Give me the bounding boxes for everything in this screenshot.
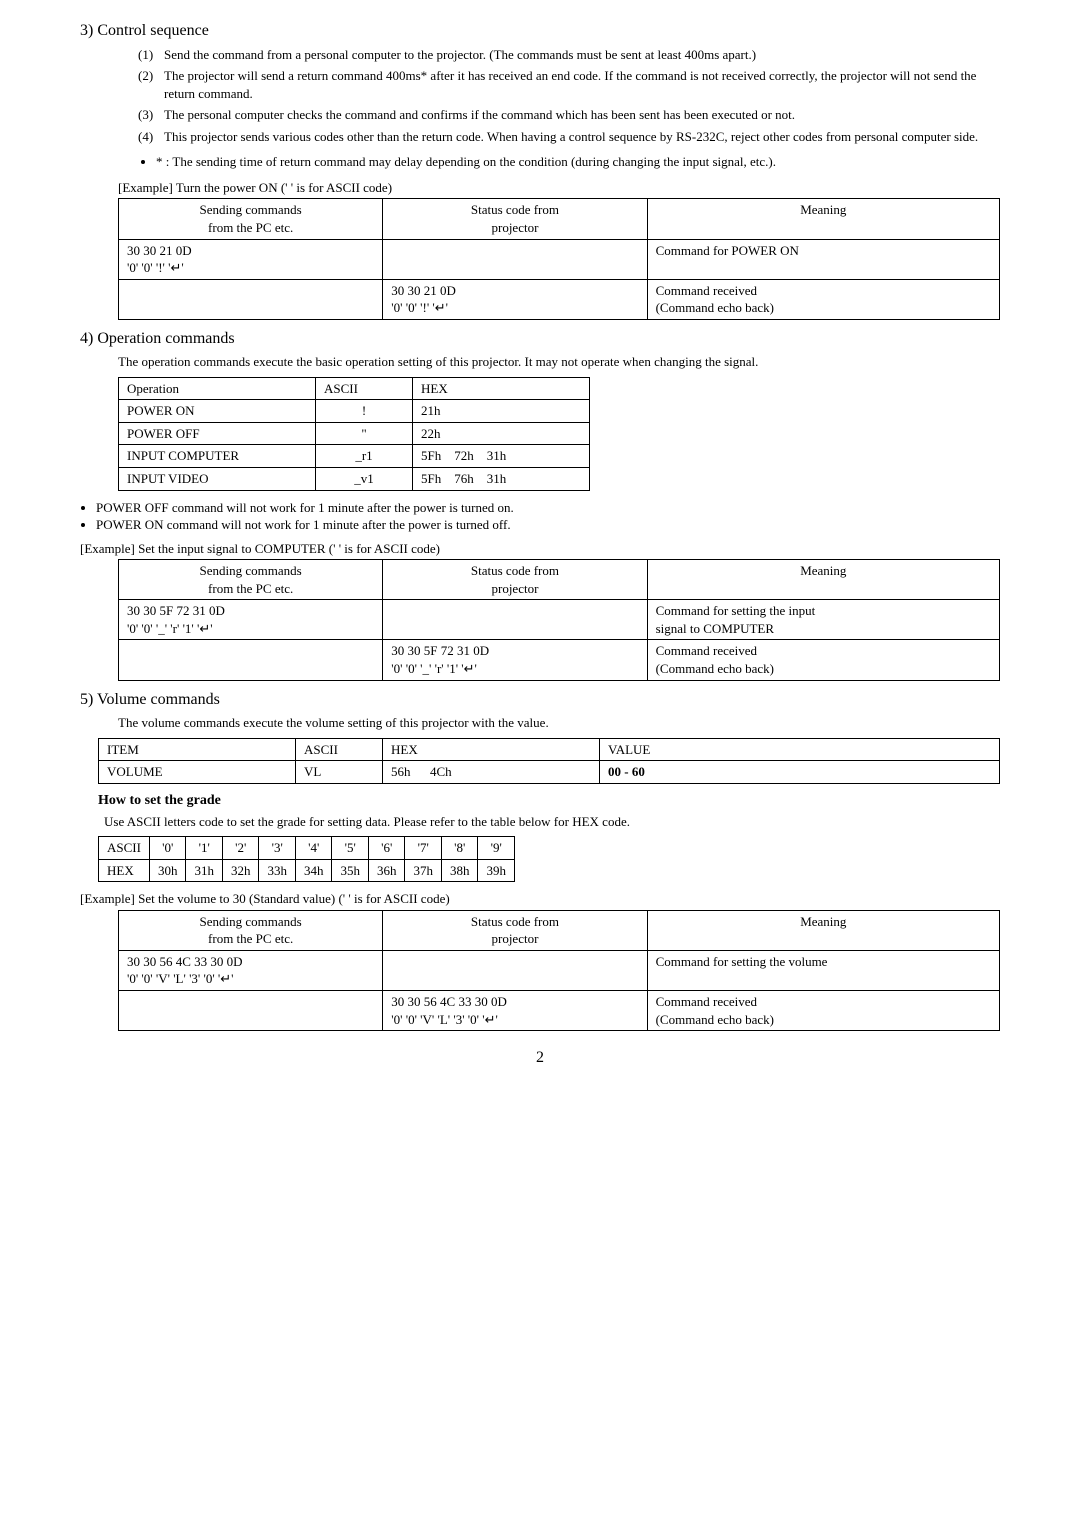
s3-item-3: The personal computer checks the command…: [164, 107, 795, 122]
g-r0c5: '4': [295, 837, 332, 860]
s5v-r0c0: VOLUME: [99, 761, 296, 784]
g-r0c9: '8': [441, 837, 478, 860]
s4-r2c0: INPUT COMPUTER: [119, 445, 316, 468]
s5-intro: The volume commands execute the volume s…: [80, 714, 1000, 732]
page-number: 2: [80, 1047, 1000, 1069]
s5-example-table: Sending commands from the PC etc. Status…: [118, 910, 1000, 1031]
g-r1c4: 33h: [259, 859, 296, 882]
g-r1c2: 31h: [186, 859, 223, 882]
s4e-r1c2: Command received (Command echo back): [656, 643, 774, 676]
g-r1c10: 39h: [478, 859, 515, 882]
g-r0c4: '3': [259, 837, 296, 860]
g-r1c7: 36h: [368, 859, 405, 882]
s3-example-label: [Example] Turn the power ON (' ' is for …: [80, 179, 1000, 197]
s5-grade-table: ASCII '0' '1' '2' '3' '4' '5' '6' '7' '8…: [98, 836, 515, 882]
s3-t-h0: Sending commands from the PC etc.: [119, 199, 383, 239]
s4-r0c0: POWER ON: [119, 400, 316, 423]
s4-r2c1: _r1: [316, 445, 413, 468]
s5e-r0c1: [383, 950, 647, 990]
s4-r3c0: INPUT VIDEO: [119, 468, 316, 491]
s4-intro: The operation commands execute the basic…: [80, 353, 1000, 371]
s5e-h1: Status code from projector: [471, 914, 559, 947]
g-r0c3: '2': [222, 837, 259, 860]
s3-t-h1: Status code from projector: [383, 199, 647, 239]
s4-oph2: HEX: [413, 377, 590, 400]
s5e-h2: Meaning: [800, 914, 846, 929]
s3-item-2: The projector will send a return command…: [164, 68, 976, 101]
s5e-h0: Sending commands from the PC etc.: [200, 914, 302, 947]
s5v-h3: VALUE: [600, 738, 1000, 761]
s5e-r1c2: Command received (Command echo back): [656, 994, 774, 1027]
s4e-r0c0: 30 30 5F 72 31 0D '0' '0' '_' 'r' '1' '↵…: [127, 603, 225, 636]
g-r1c5: 34h: [295, 859, 332, 882]
g-r0c2: '1': [186, 837, 223, 860]
g-r0c1: '0': [149, 837, 186, 860]
s3-t-h2: Meaning: [647, 199, 999, 239]
s3-note: * : The sending time of return command m…: [156, 153, 1000, 171]
s4-r2c2: 5Fh 72h 31h: [413, 445, 590, 468]
section-3-list: (1)Send the command from a personal comp…: [80, 46, 1000, 146]
s3-r0c1: [383, 239, 647, 279]
s5e-r0c2: Command for setting the volume: [647, 950, 999, 990]
s3-r1c0: [119, 279, 383, 319]
s3-r1c2: Command received (Command echo back): [647, 279, 999, 319]
s4e-r0c2: Command for setting the input signal to …: [656, 603, 816, 636]
g-r1c6: 35h: [332, 859, 369, 882]
s5v-h0: ITEM: [99, 738, 296, 761]
s4e-r0c1: [383, 600, 647, 640]
s4e-r1c0: [119, 640, 383, 680]
s5e-r0c0: 30 30 56 4C 33 30 0D '0' '0' 'V' 'L' '3'…: [127, 954, 243, 987]
s4-r0c2: 21h: [413, 400, 590, 423]
s5v-h2: HEX: [383, 738, 600, 761]
s5-example-label: [Example] Set the volume to 30 (Standard…: [80, 890, 1000, 908]
s5-volume-table: ITEM ASCII HEX VALUE VOLUME VL 56h 4Ch 0…: [98, 738, 1000, 784]
g-r1c1: 30h: [149, 859, 186, 882]
s5v-r0c2: 56h 4Ch: [383, 761, 600, 784]
s3-r0c0: 30 30 21 0D '0' '0' '!' '↵': [119, 239, 383, 279]
s4-oph1: ASCII: [316, 377, 413, 400]
s4-r1c1: ": [316, 422, 413, 445]
s4-b0: POWER OFF command will not work for 1 mi…: [96, 499, 1000, 517]
s4-r3c1: _v1: [316, 468, 413, 491]
s4-r3c2: 5Fh 76h 31h: [413, 468, 590, 491]
g-r0c7: '6': [368, 837, 405, 860]
s3-r0c2: Command for POWER ON: [647, 239, 999, 279]
s4-bullets: POWER OFF command will not work for 1 mi…: [80, 499, 1000, 534]
g-r0c6: '5': [332, 837, 369, 860]
s4e-h1: Status code from projector: [471, 563, 559, 596]
g-r0c0: ASCII: [99, 837, 150, 860]
g-r0c8: '7': [405, 837, 442, 860]
s3-item-4: This projector sends various codes other…: [164, 129, 978, 144]
section-4-title: 4) Operation commands: [80, 328, 1000, 350]
s4e-h0: Sending commands from the PC etc.: [200, 563, 302, 596]
s3-example-table: Sending commands from the PC etc. Status…: [118, 198, 1000, 319]
s4-r0c1: !: [316, 400, 413, 423]
s5v-r0c1: VL: [296, 761, 383, 784]
s4e-r1c1: 30 30 5F 72 31 0D '0' '0' '_' 'r' '1' '↵…: [391, 643, 489, 676]
s4-example-table: Sending commands from the PC etc. Status…: [118, 559, 1000, 680]
s4-example-label: [Example] Set the input signal to COMPUT…: [80, 540, 1000, 558]
g-r0c10: '9': [478, 837, 515, 860]
s5v-r0c3: 00 - 60: [608, 764, 645, 779]
s5e-r1c0: [119, 991, 383, 1031]
section-5-title: 5) Volume commands: [80, 689, 1000, 711]
s5e-r1c1: 30 30 56 4C 33 30 0D '0' '0' 'V' 'L' '3'…: [391, 994, 507, 1027]
g-r1c3: 32h: [222, 859, 259, 882]
section-3-title: 3) Control sequence: [80, 20, 1000, 42]
g-r1c0: HEX: [99, 859, 150, 882]
s4-operation-table: Operation ASCII HEX POWER ON!21h POWER O…: [118, 377, 590, 491]
g-r1c9: 38h: [441, 859, 478, 882]
s3-item-1: Send the command from a personal compute…: [164, 47, 756, 62]
s5v-h1: ASCII: [296, 738, 383, 761]
s4-r1c2: 22h: [413, 422, 590, 445]
grade-title: How to set the grade: [80, 792, 1000, 811]
s4e-h2: Meaning: [800, 563, 846, 578]
grade-text: Use ASCII letters code to set the grade …: [80, 813, 1000, 831]
s4-oph0: Operation: [119, 377, 316, 400]
s4-b1: POWER ON command will not work for 1 min…: [96, 516, 1000, 534]
g-r1c8: 37h: [405, 859, 442, 882]
s3-r1c1: 30 30 21 0D '0' '0' '!' '↵': [383, 279, 647, 319]
s4-r1c0: POWER OFF: [119, 422, 316, 445]
section-3-note-list: * : The sending time of return command m…: [80, 153, 1000, 171]
